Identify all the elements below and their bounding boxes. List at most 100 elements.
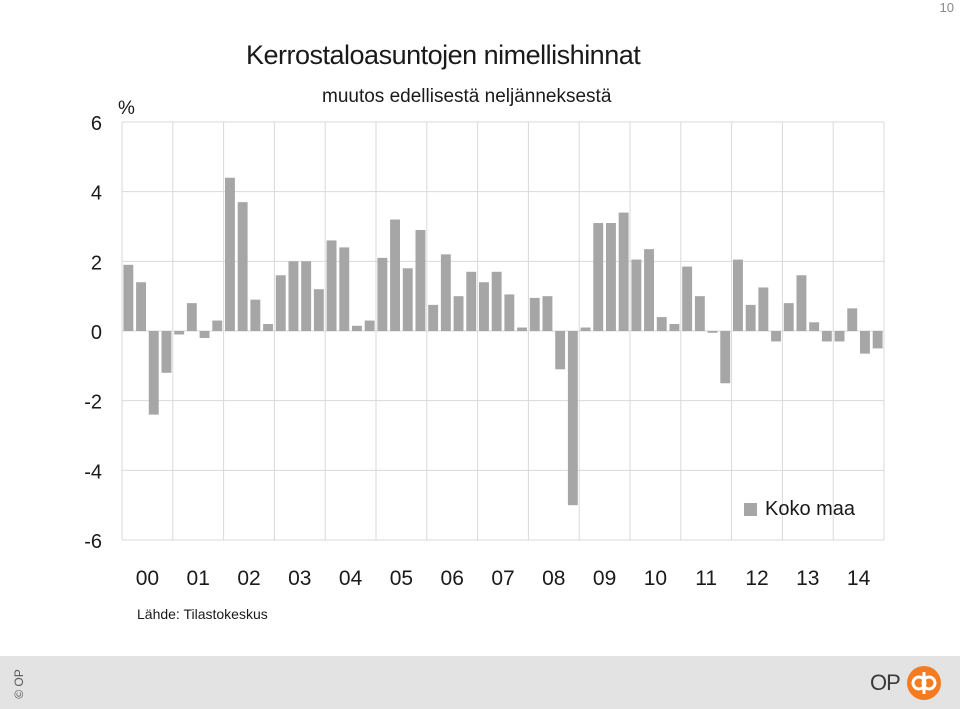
bar xyxy=(136,282,147,331)
y-tick-label: -4 xyxy=(84,461,102,483)
bars-layer xyxy=(123,177,883,506)
bar-chart: 6 4 2 0 -2 -4 -6 00 01 02 03 04 05 06 07 08 09 10 11 12 13 1… xyxy=(84,113,885,590)
source-note: Lähde: Tilastokeskus xyxy=(137,606,268,622)
copyright-text: © OP xyxy=(11,669,26,699)
bar xyxy=(771,331,782,342)
x-tick-label: 14 xyxy=(847,567,871,590)
bar xyxy=(491,271,502,331)
x-tick-label: 11 xyxy=(695,567,717,590)
bar xyxy=(186,303,197,331)
bar xyxy=(174,331,185,335)
bar xyxy=(783,303,794,331)
y-tick-label: 4 xyxy=(91,183,102,205)
bar xyxy=(428,304,439,331)
bar xyxy=(732,259,743,331)
y-tick-label: 2 xyxy=(91,252,102,274)
bar xyxy=(288,261,299,331)
bar xyxy=(605,223,616,331)
bar xyxy=(301,261,312,331)
bar xyxy=(199,331,210,338)
bar xyxy=(224,177,235,331)
x-tick-label: 07 xyxy=(491,567,514,590)
x-tick-label: 05 xyxy=(390,567,413,590)
x-tick-label: 13 xyxy=(796,567,819,590)
bar xyxy=(212,320,223,331)
bar xyxy=(758,287,769,331)
x-tick-label: 01 xyxy=(187,567,210,590)
legend-swatch xyxy=(744,503,757,516)
x-tick-label: 04 xyxy=(339,567,363,590)
bar xyxy=(161,331,172,373)
bar xyxy=(745,304,756,331)
bar xyxy=(682,266,693,331)
bar xyxy=(809,322,820,331)
x-tick-label: 12 xyxy=(745,567,768,590)
bar xyxy=(364,320,375,331)
bar xyxy=(834,331,845,342)
chart-subtitle: muutos edellisestä neljänneksestä xyxy=(322,86,612,107)
x-tick-label: 03 xyxy=(288,567,311,590)
bar xyxy=(263,324,274,331)
bar xyxy=(644,249,655,331)
bar xyxy=(237,202,248,331)
op-logo: OP xyxy=(870,663,942,703)
x-tick-label: 08 xyxy=(542,567,565,590)
bar xyxy=(872,331,883,349)
bar xyxy=(796,275,807,331)
bar xyxy=(504,294,515,331)
bar xyxy=(478,282,489,331)
bar xyxy=(847,308,858,331)
y-tick-label: 6 xyxy=(91,113,102,135)
x-tick-label: 09 xyxy=(593,567,616,590)
legend-label: Koko maa xyxy=(765,498,856,520)
x-tick-label: 00 xyxy=(136,567,159,590)
chart-title: Kerrostaloasuntojen nimellishinnat xyxy=(246,40,641,70)
page-number: 10 xyxy=(939,0,954,15)
bar xyxy=(313,289,324,331)
bar xyxy=(466,271,477,331)
x-tick-label: 02 xyxy=(237,567,260,590)
bar xyxy=(339,247,350,331)
bar xyxy=(821,331,832,342)
y-tick-labels: 6 4 2 0 -2 -4 -6 xyxy=(84,113,102,553)
footer-bar xyxy=(0,656,960,709)
bar xyxy=(351,325,362,331)
copyright: © OP xyxy=(2,664,36,704)
bar xyxy=(326,240,337,331)
grid-layer xyxy=(121,121,885,541)
x-tick-label: 10 xyxy=(644,567,667,590)
bar xyxy=(148,331,159,415)
bar xyxy=(720,331,731,384)
logo-text: OP xyxy=(870,670,901,695)
bar xyxy=(694,296,705,331)
bar xyxy=(567,331,578,506)
bar xyxy=(275,275,286,331)
bar xyxy=(529,297,540,331)
x-tick-labels: 00 01 02 03 04 05 06 07 08 09 10 11 12 13 14 xyxy=(136,567,871,590)
bar xyxy=(707,331,718,333)
bar xyxy=(517,327,528,331)
bar xyxy=(390,219,401,331)
bar xyxy=(542,296,553,331)
op-logo-icon xyxy=(906,666,941,700)
bar xyxy=(440,254,451,331)
bar xyxy=(415,229,426,331)
bar xyxy=(555,331,566,370)
bar xyxy=(618,212,629,331)
bar xyxy=(250,299,261,331)
y-axis-unit-label: % xyxy=(118,98,135,119)
y-tick-label: -2 xyxy=(84,392,102,414)
x-tick-label: 06 xyxy=(441,567,464,590)
bar xyxy=(123,264,134,331)
bar xyxy=(859,331,870,354)
bar xyxy=(656,317,667,331)
legend: Koko maa xyxy=(744,498,855,521)
y-tick-label: 0 xyxy=(91,322,102,344)
bar xyxy=(377,257,388,331)
bar xyxy=(631,259,642,331)
bar xyxy=(580,327,591,331)
y-tick-label: -6 xyxy=(84,531,102,553)
bar xyxy=(402,268,413,331)
bar xyxy=(669,324,680,331)
bar xyxy=(453,296,464,331)
